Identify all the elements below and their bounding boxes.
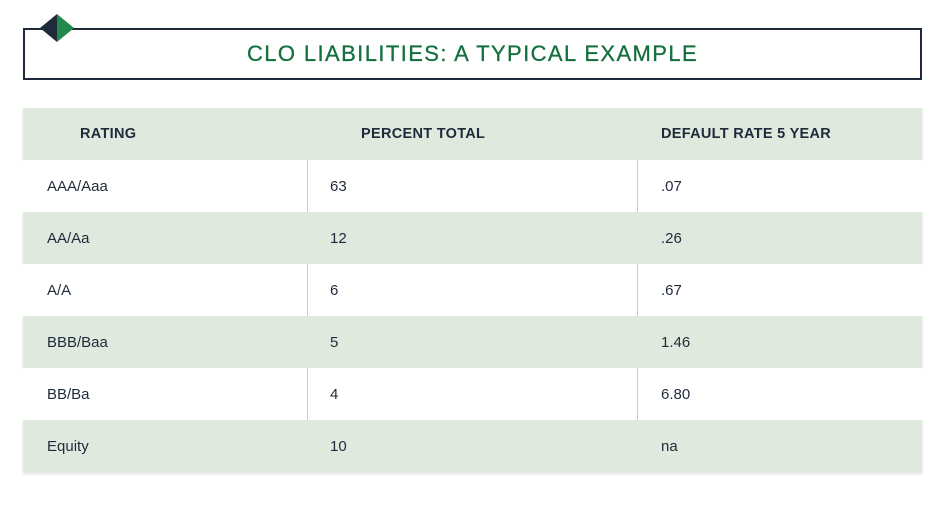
table-row: A/A 6 .67 [23, 264, 922, 316]
clo-liabilities-table: RATING PERCENT TOTAL DEFAULT RATE 5 YEAR… [23, 108, 922, 472]
default-rate-cell: 1.46 [661, 333, 691, 351]
table-row: AA/Aa 12 .26 [23, 212, 922, 264]
default-rate-cell: 6.80 [661, 385, 691, 403]
table-header-row: RATING PERCENT TOTAL DEFAULT RATE 5 YEAR [23, 108, 922, 160]
default-rate-cell: .07 [661, 177, 682, 195]
table-row: BB/Ba 4 6.80 [23, 368, 922, 420]
title-box: CLO LIABILITIES: A TYPICAL EXAMPLE [23, 28, 922, 80]
percent-cell: 10 [330, 437, 347, 455]
header-default-rate: DEFAULT RATE 5 YEAR [661, 126, 832, 142]
rating-cell: AAA/Aaa [23, 160, 308, 212]
diamond-logo-icon [40, 14, 74, 42]
default-rate-cell: .67 [661, 281, 682, 299]
rating-cell: AA/Aa [47, 229, 90, 247]
percent-cell: 4 [308, 368, 638, 420]
header-rating: RATING [80, 126, 137, 142]
percent-cell: 5 [330, 333, 339, 351]
rating-cell: BBB/Baa [47, 333, 108, 351]
table-row: BBB/Baa 5 1.46 [23, 316, 922, 368]
percent-cell: 6 [308, 264, 638, 316]
rating-cell: BB/Ba [23, 368, 308, 420]
table-row: AAA/Aaa 63 .07 [23, 160, 922, 212]
default-rate-cell: .26 [661, 229, 682, 247]
header-percent-total: PERCENT TOTAL [361, 126, 486, 142]
page-title: CLO LIABILITIES: A TYPICAL EXAMPLE [246, 41, 699, 66]
percent-cell: 12 [330, 229, 347, 247]
rating-cell: A/A [23, 264, 308, 316]
table-row: Equity 10 na [23, 420, 922, 472]
rating-cell: Equity [47, 437, 89, 455]
percent-cell: 63 [308, 160, 638, 212]
default-rate-cell: na [661, 437, 678, 455]
